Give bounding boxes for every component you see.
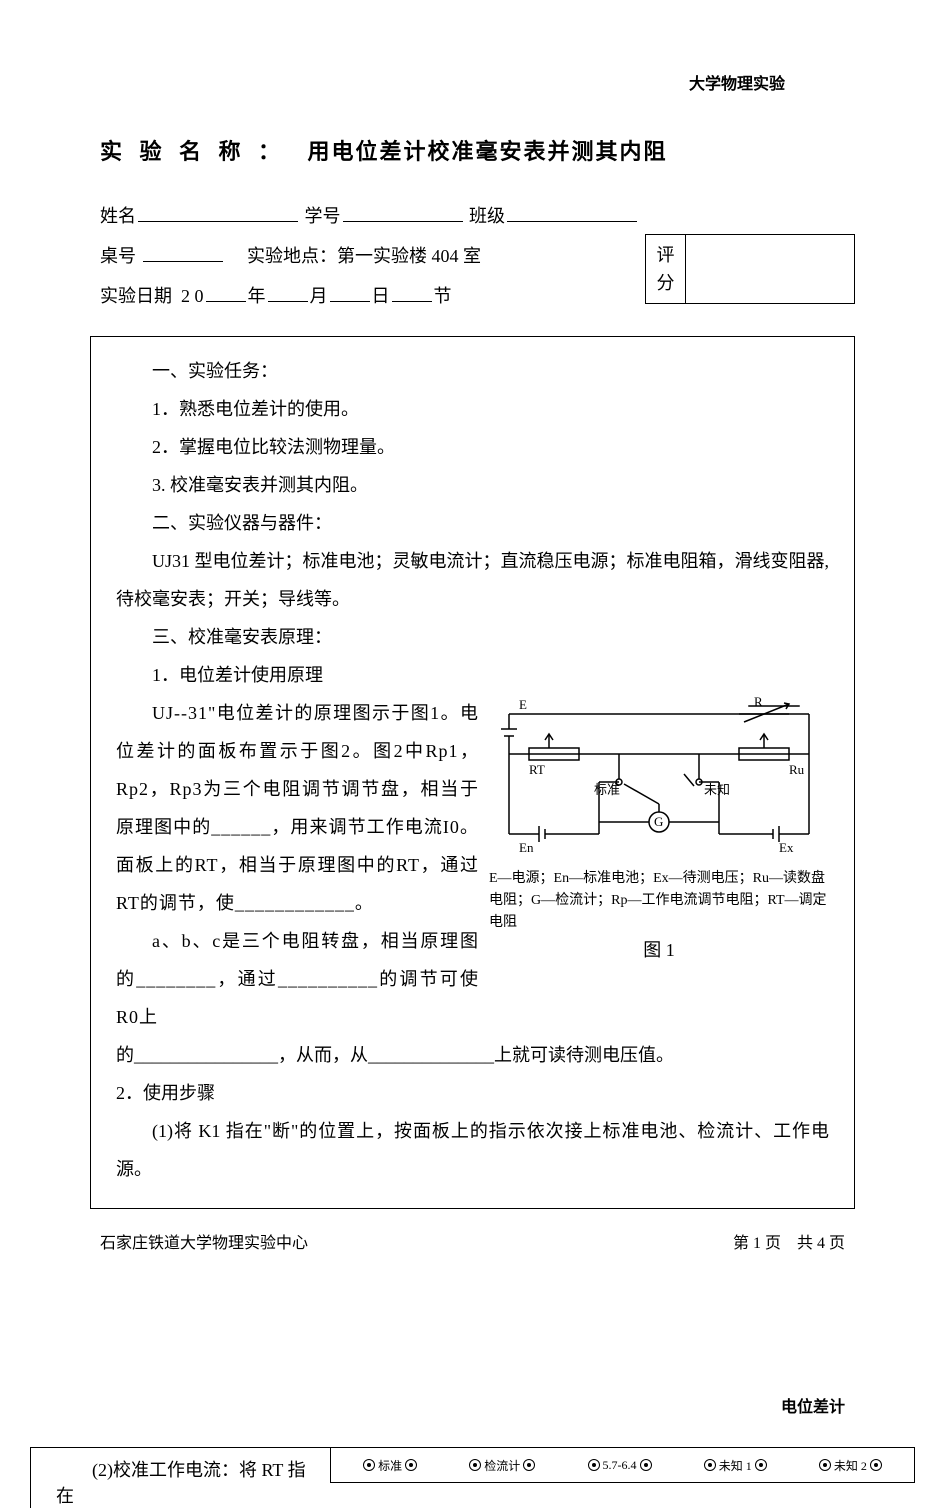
score-l2: 分	[657, 269, 675, 297]
location-value: 第一实验楼 404 室	[337, 246, 481, 266]
panel-box: 标准 检流计 5.7-6.4 未知 1 未知 2	[330, 1447, 915, 1483]
title-label: 实 验 名 称 ：	[100, 139, 286, 164]
terminal-icon	[819, 1459, 831, 1471]
page-2-fragment: 电位差计 (2)校准工作电流：将 RT 指在 标准 检流计 5.7-6.4 未知…	[0, 1393, 945, 1508]
p2: a、b、c是三个电阻转盘，相当原理图的________，通过__________…	[116, 922, 479, 1036]
figure-caption: E—电源；En—标准电池；Ex—待测电压；Ru—读数盘电阻；G—检流计；Rp—工…	[489, 868, 829, 934]
sec1-item1: 1．熟悉电位差计的使用。	[116, 390, 829, 428]
circuit-diagram: E R RT Ru 标准 未知 G En Ex	[489, 694, 829, 864]
info-line-1: 姓名 学号 班级	[100, 196, 845, 236]
name-label: 姓名	[100, 206, 136, 226]
sec2-body: UJ31 型电位差计；标准电池；灵敏电流计；直流稳压电源；标准电阻箱，滑线变阻器…	[116, 542, 829, 618]
page2-header: 电位差计	[0, 1393, 845, 1417]
desk-blank[interactable]	[143, 240, 223, 262]
step2-title: 2．使用步骤	[116, 1074, 829, 1112]
sec3-sub1: 1．电位差计使用原理	[116, 656, 829, 694]
title-content: 用电位差计校准毫安表并测其内阻	[308, 139, 668, 164]
lbl-Ru: Ru	[789, 762, 805, 777]
terminal-icon	[523, 1459, 535, 1471]
lbl-unk: 未知	[704, 782, 730, 797]
two-column-block: UJ--31"电位差计的原理图示于图1。电位差计的面板布置示于图2。图2中Rp1…	[116, 694, 829, 1036]
terminal-icon	[704, 1459, 716, 1471]
day-blank[interactable]	[330, 280, 370, 302]
lbl-R: R	[754, 694, 763, 709]
lbl-G: G	[654, 814, 663, 829]
page2-row: (2)校准工作电流：将 RT 指在 标准 检流计 5.7-6.4 未知 1 未知…	[30, 1447, 915, 1508]
lbl-En: En	[519, 840, 534, 855]
info-block: 姓名 学号 班级 桌号 实验地点：第一实验楼 404 室 实验日期 2 0 年 月 日…	[100, 196, 845, 316]
experiment-title-row: 实 验 名 称 ： 用电位差计校准毫安表并测其内阻	[100, 134, 845, 166]
terminal-icon	[640, 1459, 652, 1471]
col-text: UJ--31"电位差计的原理图示于图1。电位差计的面板布置示于图2。图2中Rp1…	[116, 694, 479, 1036]
footer-right: 第 1 页 共 4 页	[733, 1229, 845, 1253]
page-1: 大学物理实验 实 验 名 称 ： 用电位差计校准毫安表并测其内阻 姓名 学号 班…	[0, 0, 945, 1273]
panel-label-4: 未知 1	[719, 1457, 752, 1474]
score-box: 评 分	[645, 234, 855, 304]
panel-item-1: 标准	[363, 1457, 417, 1474]
year-label: 年	[248, 286, 266, 306]
id-blank[interactable]	[343, 200, 463, 222]
panel-item-3: 5.7-6.4	[588, 1458, 652, 1473]
session-blank[interactable]	[392, 280, 432, 302]
date-prefix: 实验日期	[100, 286, 172, 306]
lbl-RT: RT	[529, 762, 545, 777]
session-label: 节	[434, 286, 452, 306]
sec1-title: 一、实验任务：	[116, 352, 829, 390]
sec3-title: 三、校准毫安表原理：	[116, 618, 829, 656]
name-blank[interactable]	[138, 200, 298, 222]
year-prefix: 2 0	[181, 286, 204, 306]
day-label: 日	[372, 286, 390, 306]
score-value-area[interactable]	[686, 235, 854, 303]
sec1-item2: 2．掌握电位比较法测物理量。	[116, 428, 829, 466]
panel-label-3: 5.7-6.4	[603, 1458, 637, 1473]
page-footer: 石家庄铁道大学物理实验中心 第 1 页 共 4 页	[100, 1229, 845, 1253]
desk-label: 桌号	[100, 246, 136, 266]
lbl-E: E	[519, 697, 527, 712]
step2-1: (1)将 K1 指在"断"的位置上，按面板上的指示依次接上标准电池、检流计、工作…	[116, 1112, 829, 1188]
panel-label-1: 标准	[378, 1457, 402, 1474]
year-blank[interactable]	[206, 280, 246, 302]
terminal-icon	[469, 1459, 481, 1471]
panel-item-4: 未知 1	[704, 1457, 767, 1474]
score-l1: 评	[657, 241, 675, 269]
panel-item-5: 未知 2	[819, 1457, 882, 1474]
class-label: 班级	[469, 206, 505, 226]
panel-label-5: 未知 2	[834, 1457, 867, 1474]
class-blank[interactable]	[507, 200, 637, 222]
location-label: 实验地点：	[247, 246, 337, 266]
score-label: 评 分	[646, 235, 686, 303]
lbl-Ex: Ex	[779, 840, 794, 855]
figure-label: 图 1	[489, 940, 829, 960]
terminal-icon	[588, 1459, 600, 1471]
panel-label-2: 检流计	[484, 1457, 520, 1474]
p3: 的________________，从而，从______________上就可读…	[116, 1036, 829, 1074]
id-label: 学号	[305, 206, 341, 226]
content-box: 一、实验任务： 1．熟悉电位差计的使用。 2．掌握电位比较法测物理量。 3. 校…	[90, 336, 855, 1209]
lbl-std: 标准	[594, 782, 620, 797]
course-header: 大学物理实验	[60, 70, 785, 94]
panel-item-2: 检流计	[469, 1457, 535, 1474]
sec1-item3: 3. 校准毫安表并测其内阻。	[116, 466, 829, 504]
month-blank[interactable]	[268, 280, 308, 302]
month-label: 月	[310, 286, 328, 306]
terminal-icon	[363, 1459, 375, 1471]
p1: UJ--31"电位差计的原理图示于图1。电位差计的面板布置示于图2。图2中Rp1…	[116, 694, 479, 922]
terminal-icon	[870, 1459, 882, 1471]
sec2-title: 二、实验仪器与器件：	[116, 504, 829, 542]
col-figure: E R RT Ru 标准 未知 G En Ex E—电源；En—标准电池；Ex—…	[489, 694, 829, 1036]
terminal-icon	[405, 1459, 417, 1471]
terminal-icon	[755, 1459, 767, 1471]
page2-text: (2)校准工作电流：将 RT 指在	[30, 1447, 330, 1508]
footer-left: 石家庄铁道大学物理实验中心	[100, 1229, 308, 1253]
